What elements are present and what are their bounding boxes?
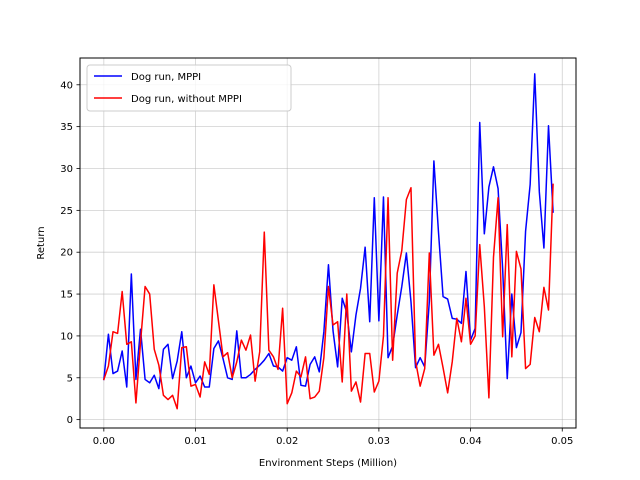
y-tick-label: 40: [60, 80, 73, 91]
y-tick-label: 35: [60, 122, 73, 133]
x-tick-label: 0.01: [184, 436, 206, 447]
plot-frame: [79, 57, 577, 429]
y-tick-label: 10: [60, 331, 73, 342]
legend-box: [86, 64, 292, 112]
y-tick-label: 15: [60, 290, 73, 301]
y-axis-label: Return: [36, 226, 47, 259]
x-tick-label: 0.04: [459, 436, 481, 447]
x-tick-label: 0.02: [276, 436, 298, 447]
series-line-without-mppi: [102, 183, 554, 410]
x-tick-label: 0.03: [368, 436, 390, 447]
series-line-mppi: [103, 73, 554, 390]
x-tick-label: 0.05: [551, 436, 573, 447]
series-lines: [102, 73, 554, 410]
y-axis-ticks: 0 5 10 15 20 25 30 35 40: [60, 80, 80, 426]
x-tick-label: 0.00: [93, 436, 115, 447]
legend-label-without-mppi: Dog run, without MPPI: [131, 94, 242, 105]
legend-label-mppi: Dog run, MPPI: [131, 72, 201, 83]
x-axis-label: Environment Steps (Million): [259, 458, 397, 469]
y-tick-label: 5: [67, 373, 73, 384]
y-tick-label: 25: [60, 206, 73, 217]
y-tick-label: 30: [60, 164, 73, 175]
x-axis-ticks: 0.00 0.01 0.02 0.03 0.04 0.05: [93, 428, 573, 447]
y-tick-label: 0: [67, 415, 73, 426]
y-tick-label: 20: [60, 248, 73, 259]
legend: Dog run, MPPI Dog run, without MPPI: [86, 64, 292, 112]
